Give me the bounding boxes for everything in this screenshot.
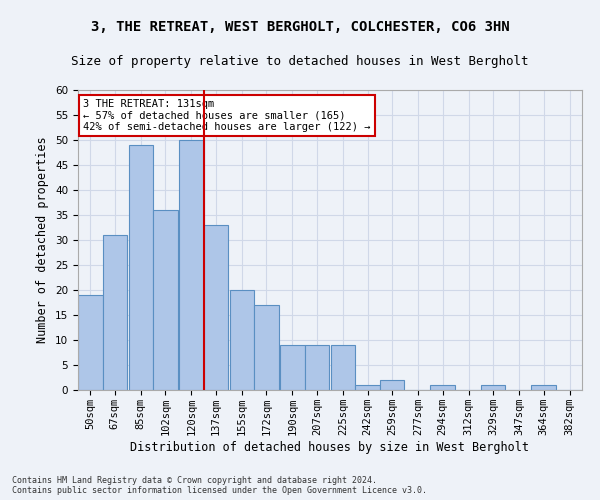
Text: Size of property relative to detached houses in West Bergholt: Size of property relative to detached ho…: [71, 55, 529, 68]
Bar: [481, 385, 505, 390]
Text: Contains HM Land Registry data © Crown copyright and database right 2024.
Contai: Contains HM Land Registry data © Crown c…: [12, 476, 427, 495]
Bar: [203, 225, 228, 390]
Bar: [230, 290, 254, 390]
X-axis label: Distribution of detached houses by size in West Bergholt: Distribution of detached houses by size …: [131, 440, 530, 454]
Bar: [430, 385, 455, 390]
Bar: [128, 145, 153, 390]
Bar: [331, 345, 355, 390]
Y-axis label: Number of detached properties: Number of detached properties: [37, 136, 49, 344]
Bar: [254, 305, 279, 390]
Bar: [305, 345, 329, 390]
Bar: [355, 385, 380, 390]
Bar: [153, 210, 178, 390]
Text: 3 THE RETREAT: 131sqm
← 57% of detached houses are smaller (165)
42% of semi-det: 3 THE RETREAT: 131sqm ← 57% of detached …: [83, 99, 371, 132]
Bar: [380, 380, 404, 390]
Text: 3, THE RETREAT, WEST BERGHOLT, COLCHESTER, CO6 3HN: 3, THE RETREAT, WEST BERGHOLT, COLCHESTE…: [91, 20, 509, 34]
Bar: [78, 295, 103, 390]
Bar: [179, 140, 203, 390]
Bar: [532, 385, 556, 390]
Bar: [103, 235, 127, 390]
Bar: [280, 345, 305, 390]
